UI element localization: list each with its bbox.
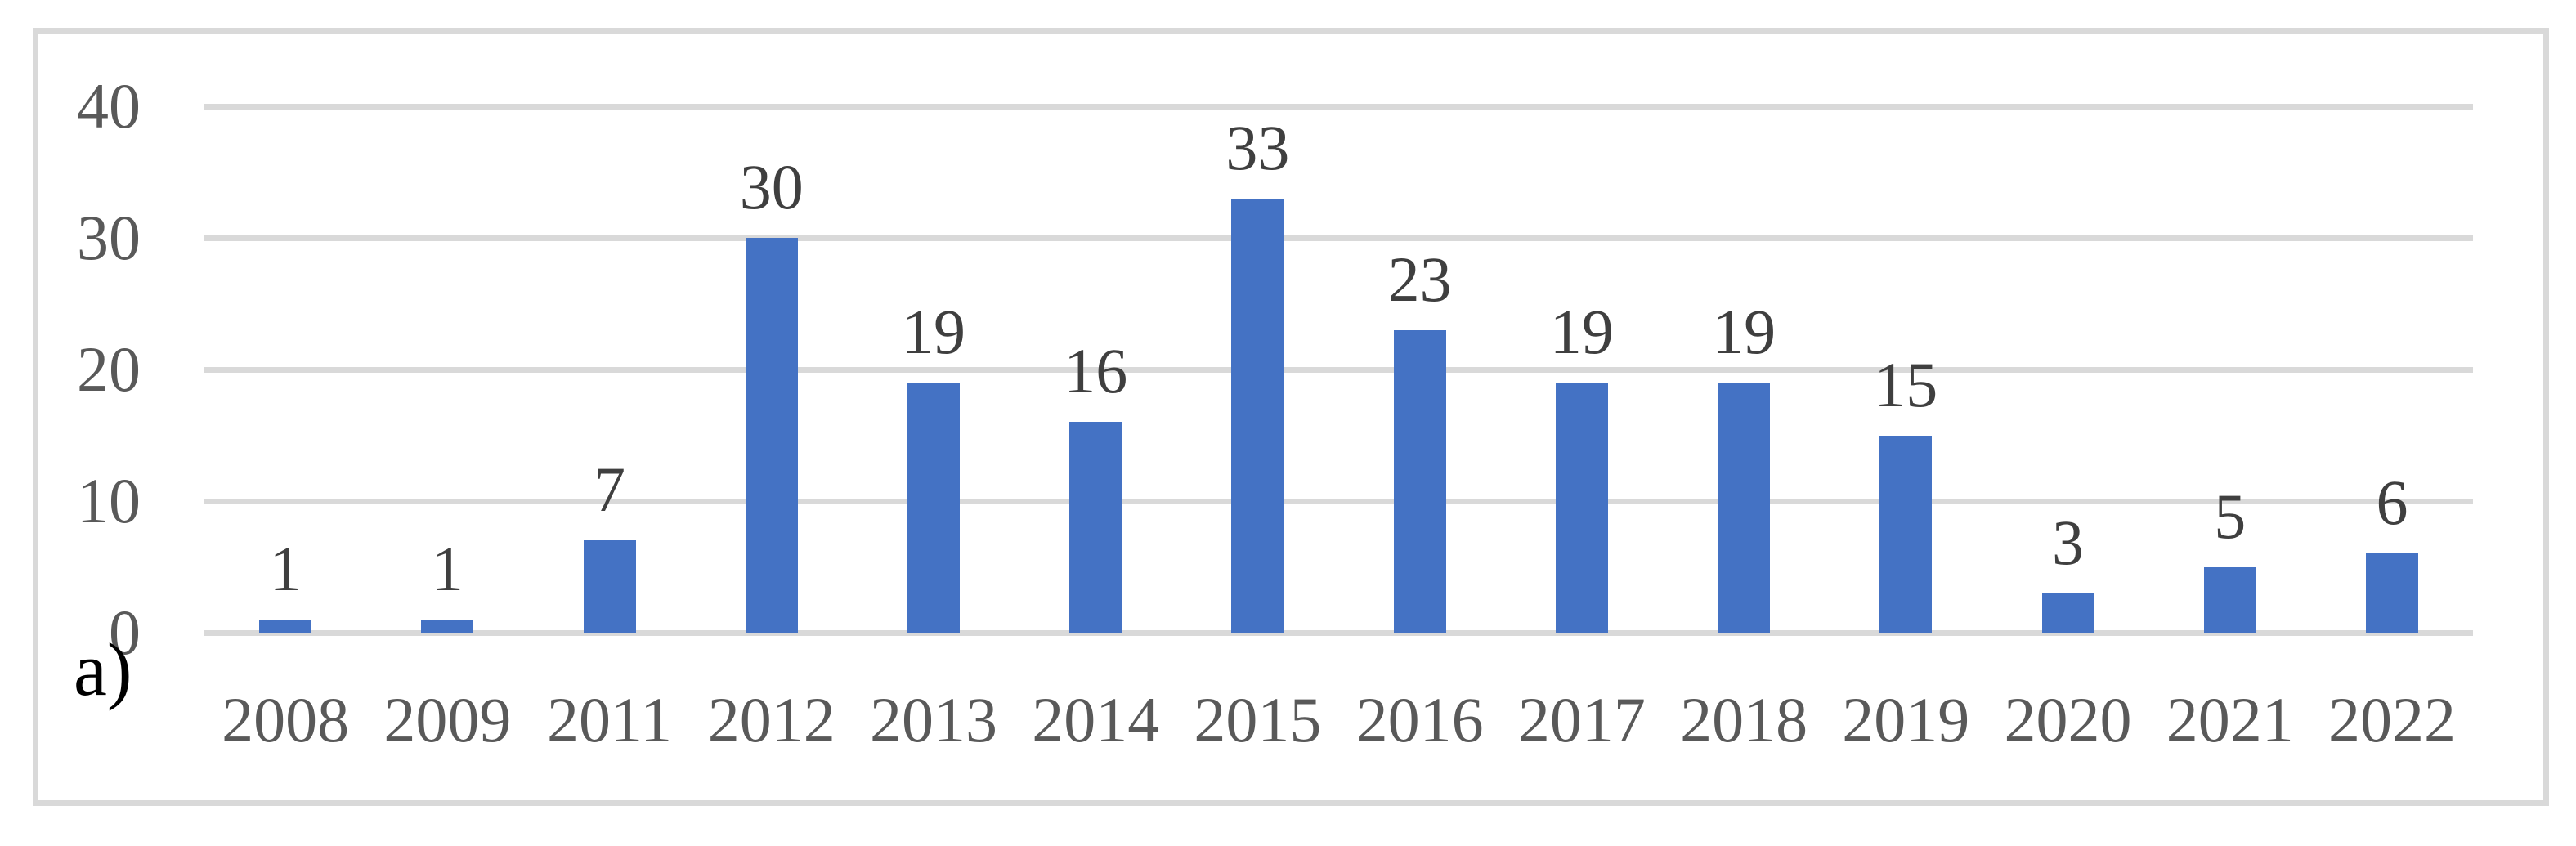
bar xyxy=(2203,566,2256,633)
bar-slot: 15 xyxy=(1825,106,1987,633)
bar-value-label: 19 xyxy=(1549,296,1614,368)
bar-slot: 1 xyxy=(366,106,528,633)
bar-value-label: 16 xyxy=(1064,335,1128,407)
gridline xyxy=(204,498,2473,504)
bar xyxy=(259,619,312,633)
bar-value-label: 7 xyxy=(594,454,626,526)
bar xyxy=(583,540,636,633)
gridline xyxy=(204,103,2473,110)
bar xyxy=(1393,329,1446,633)
bar-slot: 19 xyxy=(1501,106,1663,633)
gridline xyxy=(204,629,2473,636)
y-axis-tick-label: 20 xyxy=(77,333,141,405)
y-axis-tick-label: 40 xyxy=(77,70,141,141)
x-axis-tick-label: 2013 xyxy=(869,684,997,755)
bar-value-label: 19 xyxy=(1712,296,1776,368)
x-axis-tick-label: 2022 xyxy=(2327,684,2456,755)
bar-slot: 16 xyxy=(1015,106,1176,633)
bar-value-label: 23 xyxy=(1387,243,1452,315)
bar xyxy=(2041,593,2094,633)
y-axis-tick-label: 10 xyxy=(77,465,141,536)
bar-slot: 19 xyxy=(853,106,1015,633)
bar-value-label: 19 xyxy=(901,296,965,368)
bar-slot: 23 xyxy=(1339,106,1501,633)
bar-value-label: 1 xyxy=(431,532,464,604)
bar xyxy=(1718,383,1771,633)
gridline xyxy=(204,235,2473,241)
bar-value-label: 33 xyxy=(1225,111,1290,183)
bar-slot: 7 xyxy=(528,106,690,633)
x-axis-tick-label: 2018 xyxy=(1680,684,1808,755)
x-axis: 2008 2009 2011 2012 2013 2014 2015 2016 2017 2018… xyxy=(204,683,2473,757)
bar-value-label: 1 xyxy=(269,532,302,604)
bar-slot: 5 xyxy=(2149,106,2311,633)
x-axis-tick-label: 2014 xyxy=(1032,684,1160,755)
bar-value-label: 30 xyxy=(739,151,804,222)
bar-slot: 6 xyxy=(2311,106,2473,633)
y-axis-tick-label: 0 xyxy=(109,597,141,668)
x-axis-tick-label: 2009 xyxy=(383,684,512,755)
bar-slot: 19 xyxy=(1663,106,1825,633)
bar-slot: 33 xyxy=(1176,106,1338,633)
bar xyxy=(421,619,474,633)
x-axis-tick-label: 2012 xyxy=(707,684,836,755)
bar xyxy=(1069,422,1122,633)
x-axis-tick-label: 2021 xyxy=(2166,684,2294,755)
bar-slot: 1 xyxy=(204,106,366,633)
panel-label: a) xyxy=(74,628,132,711)
y-axis-tick-label: 30 xyxy=(77,202,141,273)
bar xyxy=(1555,383,1608,633)
x-axis-tick-label: 2017 xyxy=(1517,684,1646,755)
bar-value-label: 3 xyxy=(2052,506,2085,578)
x-axis-tick-label: 2011 xyxy=(546,684,673,755)
bar xyxy=(745,238,798,633)
chart-frame xyxy=(33,28,2549,806)
gridline xyxy=(204,366,2473,373)
bar xyxy=(907,383,960,633)
bar xyxy=(1231,198,1284,633)
bar-slot: 3 xyxy=(1987,106,2148,633)
bar-slot: 30 xyxy=(691,106,853,633)
bar-value-label: 5 xyxy=(2214,480,2247,552)
bar xyxy=(2365,553,2418,633)
x-axis-tick-label: 2015 xyxy=(1194,684,1322,755)
bar-value-label: 15 xyxy=(1874,348,1938,420)
bar-value-label: 6 xyxy=(2376,467,2408,539)
bars-row: 1 1 7 30 19 16 33 23 19 19 15 3 5 6 xyxy=(204,106,2473,633)
bar xyxy=(1879,435,1933,633)
x-axis-tick-label: 2008 xyxy=(222,684,350,755)
x-axis-tick-label: 2019 xyxy=(1842,684,1970,755)
x-axis-tick-label: 2020 xyxy=(2004,684,2132,755)
x-axis-tick-label: 2016 xyxy=(1355,684,1484,755)
plot-area: 1 1 7 30 19 16 33 23 19 19 15 3 5 6 xyxy=(204,103,2473,636)
